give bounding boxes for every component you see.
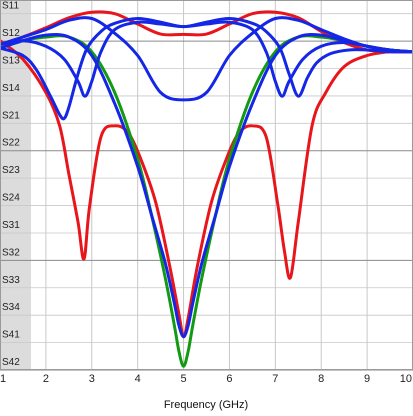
series-line-s11 (0, 39, 413, 339)
y-tick-label: S23 (2, 165, 20, 176)
x-tick-labels: 1 2 3 4 5 6 7 8 9 10 (0, 373, 412, 385)
x-tick-label: 3 (89, 373, 95, 385)
y-tick-label: S11 (2, 1, 19, 12)
x-tick-label: 8 (318, 373, 324, 385)
y-tick-label: S32 (2, 247, 20, 258)
plot-background (0, 0, 413, 370)
x-axis-label: Frequency (GHz) (164, 399, 248, 411)
y-tick-label: S34 (2, 302, 20, 313)
x-tick-label: 10 (400, 373, 412, 385)
x-tick-label: 6 (226, 373, 232, 385)
series-line-s21 (0, 34, 413, 368)
y-tick-label: S12 (2, 28, 20, 39)
x-tick-label: 9 (364, 373, 370, 385)
x-tick-label: 1 (0, 373, 6, 385)
series-line-s32 (0, 16, 413, 102)
y-tick-label: S14 (2, 83, 20, 94)
y-tick-labels: S11 S12 S13 S14 S21 S22 S23 S24 S31 S32 S33 S34 S41 S… (2, 1, 20, 368)
y-tick-label: S24 (2, 193, 20, 204)
y-tick-label: S33 (2, 275, 20, 286)
series-line-s31 (0, 33, 413, 339)
y-tick-label: S41 (2, 330, 20, 341)
y-tick-label: S31 (2, 220, 20, 231)
y-tick-label: S42 (2, 357, 20, 368)
series-lines (0, 10, 413, 368)
x-tick-label: 2 (43, 373, 49, 385)
grid (0, 0, 413, 371)
x-tick-label: 7 (272, 373, 278, 385)
y-tick-label: S21 (2, 110, 20, 121)
y-tick-label: S22 (2, 138, 20, 149)
y-tick-label: S13 (2, 56, 20, 67)
x-tick-label: 4 (135, 373, 141, 385)
x-tick-label: 5 (180, 373, 186, 385)
series-line-s42 (0, 20, 413, 98)
